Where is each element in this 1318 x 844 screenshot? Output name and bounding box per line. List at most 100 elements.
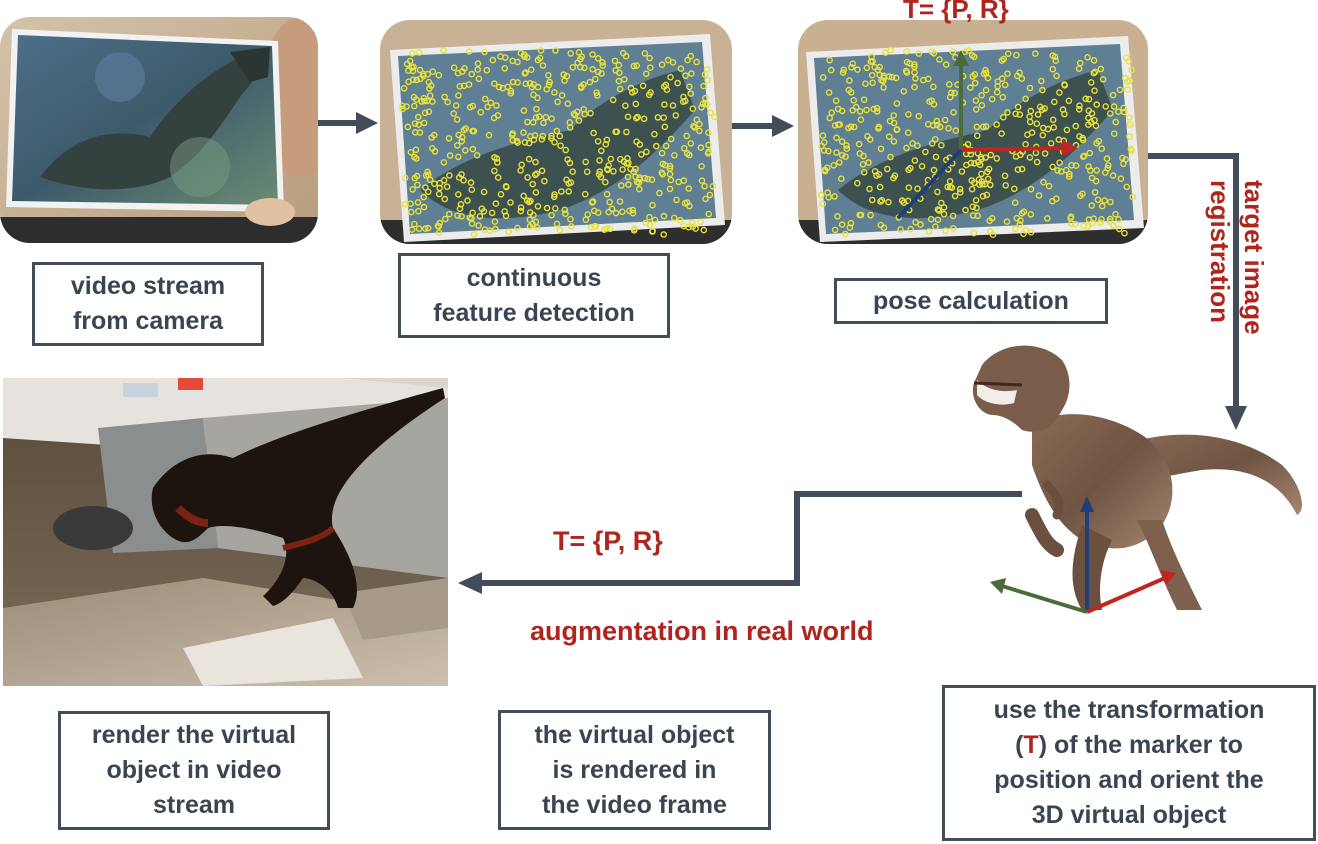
target-registration-label: target image registration xyxy=(1205,180,1269,335)
feature-point xyxy=(1090,215,1097,222)
feature-point xyxy=(646,54,653,62)
feature-point xyxy=(887,46,894,54)
feature-point xyxy=(521,53,528,61)
feature-point xyxy=(486,227,494,235)
feature-point xyxy=(489,56,497,64)
feature-point xyxy=(1052,57,1060,65)
feature-point xyxy=(462,125,469,132)
feature-point xyxy=(680,145,688,152)
feature-point xyxy=(817,191,825,199)
feature-point xyxy=(1022,227,1029,234)
feature-point xyxy=(481,48,488,56)
feature-point xyxy=(462,147,469,154)
feature-point xyxy=(651,130,658,138)
feature-point xyxy=(1065,173,1073,180)
feature-point xyxy=(885,133,893,140)
feature-point xyxy=(631,87,639,95)
feature-point xyxy=(632,173,639,181)
feature-point xyxy=(693,116,701,124)
feature-point xyxy=(850,123,858,131)
feature-point xyxy=(469,102,477,110)
feature-point xyxy=(710,113,718,121)
feature-point xyxy=(494,112,502,119)
feature-point xyxy=(440,176,448,184)
feature-point xyxy=(1053,72,1060,80)
feature-point xyxy=(565,188,572,195)
feature-point xyxy=(649,201,656,209)
feature-point xyxy=(615,69,623,77)
feature-point xyxy=(551,138,558,146)
feature-point xyxy=(1037,77,1045,85)
feature-point xyxy=(845,86,853,94)
feature-point xyxy=(900,199,908,206)
feature-point xyxy=(999,113,1007,121)
feature-point xyxy=(693,58,700,66)
feature-point xyxy=(1116,86,1124,94)
feature-point xyxy=(1016,69,1023,77)
feature-point xyxy=(484,103,491,111)
feature-point xyxy=(569,64,577,71)
feature-point xyxy=(903,48,910,55)
feature-point xyxy=(967,84,974,91)
feature-point xyxy=(819,74,827,81)
feature-point xyxy=(1055,136,1063,143)
feature-point xyxy=(681,199,689,207)
feature-point xyxy=(560,71,567,78)
feature-point xyxy=(599,59,606,66)
feature-point xyxy=(969,73,976,80)
feature-point xyxy=(558,92,566,99)
feature-point xyxy=(1092,122,1100,129)
feature-point xyxy=(830,161,838,169)
feature-point xyxy=(440,47,447,54)
feature-point xyxy=(1031,50,1039,57)
feature-point xyxy=(914,185,921,192)
feature-point xyxy=(612,209,620,217)
feature-point xyxy=(408,226,416,233)
feature-point xyxy=(616,155,624,163)
feature-point xyxy=(1110,130,1118,137)
feature-point xyxy=(410,220,418,228)
feature-point xyxy=(469,127,476,135)
feature-point xyxy=(593,89,600,96)
feature-point xyxy=(480,208,488,215)
feature-point xyxy=(1124,86,1131,93)
feature-point xyxy=(405,67,412,74)
feature-point xyxy=(850,97,858,104)
feature-point xyxy=(979,180,986,188)
feature-point xyxy=(1033,120,1041,127)
feature-point xyxy=(679,98,687,105)
feature-point xyxy=(520,192,527,200)
feature-point xyxy=(616,198,624,205)
feature-point xyxy=(982,154,989,161)
feature-point xyxy=(670,214,678,222)
feature-point xyxy=(1104,161,1112,169)
feature-point xyxy=(709,183,717,190)
feature-point xyxy=(1085,95,1093,103)
feature-point xyxy=(661,101,668,108)
feature-point xyxy=(534,94,541,102)
feature-point xyxy=(928,140,936,147)
feature-point xyxy=(1127,145,1135,153)
feature-point xyxy=(1010,185,1018,193)
feature-point xyxy=(873,104,881,112)
feature-point xyxy=(919,76,927,84)
feature-point xyxy=(634,113,641,121)
feature-point xyxy=(421,97,428,105)
feature-point xyxy=(450,110,457,117)
feature-point xyxy=(838,221,846,228)
feature-point xyxy=(1011,199,1019,206)
feature-point xyxy=(583,168,591,176)
feature-point xyxy=(969,203,977,211)
feature-point xyxy=(956,188,964,196)
feature-point xyxy=(632,114,640,122)
feature-point xyxy=(1086,149,1094,157)
feature-point xyxy=(507,87,515,95)
feature-point xyxy=(982,123,990,130)
feature-point xyxy=(1092,177,1100,185)
feature-point xyxy=(839,69,847,76)
feature-point xyxy=(517,207,525,215)
feature-point xyxy=(1061,81,1068,88)
feature-point xyxy=(633,138,640,145)
feature-point xyxy=(493,155,501,162)
feature-point xyxy=(535,113,543,120)
